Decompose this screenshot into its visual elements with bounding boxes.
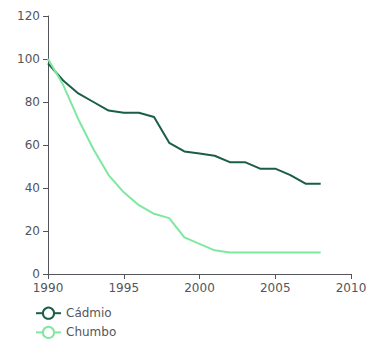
- svg-text:120: 120: [17, 9, 40, 23]
- svg-text:1990: 1990: [33, 281, 64, 295]
- svg-text:20: 20: [25, 224, 40, 238]
- svg-text:Cádmio: Cádmio: [66, 306, 112, 320]
- svg-text:40: 40: [25, 181, 40, 195]
- svg-text:0: 0: [32, 267, 40, 281]
- svg-text:2000: 2000: [184, 281, 215, 295]
- svg-text:60: 60: [25, 138, 40, 152]
- svg-text:2010: 2010: [336, 281, 367, 295]
- svg-text:1995: 1995: [108, 281, 139, 295]
- svg-text:Chumbo: Chumbo: [66, 325, 116, 339]
- svg-text:2005: 2005: [260, 281, 291, 295]
- svg-text:100: 100: [17, 52, 40, 66]
- svg-text:80: 80: [25, 95, 40, 109]
